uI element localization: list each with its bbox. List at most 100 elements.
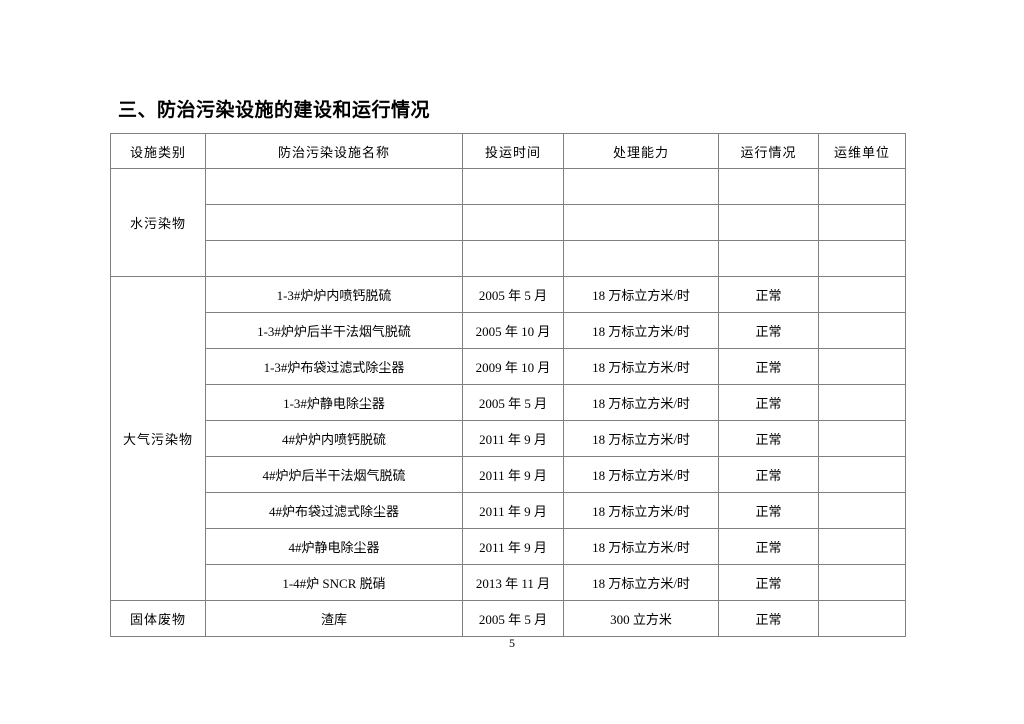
- cell-status: 正常: [718, 528, 819, 565]
- cell-unit: [818, 384, 906, 421]
- cell-name: 1-4#炉 SNCR 脱硝: [205, 564, 463, 601]
- cell-status: 正常: [718, 348, 819, 385]
- column-header-label: 投运时间: [484, 144, 541, 160]
- cell-unit: [818, 276, 906, 313]
- cell-status: [718, 240, 819, 277]
- cell-time: [462, 240, 564, 277]
- cell-status: [718, 168, 819, 205]
- cell-status: [718, 204, 819, 241]
- cell-capacity: 18 万标立方米/时: [563, 528, 719, 565]
- cell-unit: [818, 312, 906, 349]
- cell-name: [205, 168, 463, 205]
- cell-status: 正常: [718, 420, 819, 457]
- cell-unit: [818, 420, 906, 457]
- cell-capacity: 18 万标立方米/时: [563, 384, 719, 421]
- cell-time: 2005 年 5 月: [462, 276, 564, 313]
- cell-time: 2005 年 5 月: [462, 600, 564, 637]
- column-header-status: 运行情况: [718, 133, 819, 169]
- table-row: 4#炉静电除尘器 2011 年 9 月 18 万标立方米/时 正常: [111, 528, 906, 565]
- cell-name: [205, 204, 463, 241]
- table-row: 水污染物: [110, 168, 906, 277]
- cell-name: 4#炉静电除尘器: [205, 528, 463, 565]
- cell-name: [205, 240, 463, 277]
- cell-capacity: 300 立方米: [563, 600, 719, 637]
- cell-status: 正常: [718, 312, 819, 349]
- table-row: 1-3#炉布袋过滤式除尘器 2009 年 10 月 18 万标立方米/时 正常: [111, 348, 906, 385]
- column-header-category: 设施类别: [110, 133, 206, 169]
- table-row: 4#炉炉后半干法烟气脱硫 2011 年 9 月 18 万标立方米/时 正常: [111, 456, 906, 493]
- cell-name: 1-3#炉布袋过滤式除尘器: [205, 348, 463, 385]
- page-title: 三、防治污染设施的建设和运行情况: [118, 100, 431, 121]
- cell-time: 2011 年 9 月: [462, 528, 564, 565]
- cell-time: [462, 204, 564, 241]
- cell-status: 正常: [718, 276, 819, 313]
- cell-capacity: 18 万标立方米/时: [563, 276, 719, 313]
- column-header-time: 投运时间: [462, 133, 564, 169]
- cell-capacity: 18 万标立方米/时: [563, 312, 719, 349]
- cell-capacity: 18 万标立方米/时: [563, 564, 719, 601]
- cell-capacity: [563, 240, 719, 277]
- table-row: 4#炉炉内喷钙脱硫 2011 年 9 月 18 万标立方米/时 正常: [111, 420, 906, 457]
- cell-unit: [818, 492, 906, 529]
- cell-time: 2011 年 9 月: [462, 420, 564, 457]
- table-row: [111, 240, 906, 277]
- column-header-label: 防治污染设施名称: [277, 144, 390, 160]
- cell-name: 渣库: [205, 600, 463, 637]
- cell-time: 2011 年 9 月: [462, 492, 564, 529]
- cell-unit: [818, 564, 906, 601]
- category-cell: 大气污染物: [110, 276, 206, 601]
- table-row: 1-3#炉炉后半干法烟气脱硫 2005 年 10 月 18 万标立方米/时 正常: [111, 312, 906, 349]
- cell-unit: [818, 528, 906, 565]
- cell-unit: [818, 600, 906, 637]
- cell-name: 4#炉布袋过滤式除尘器: [205, 492, 463, 529]
- cell-unit: [818, 348, 906, 385]
- cell-capacity: 18 万标立方米/时: [563, 348, 719, 385]
- cell-name: 1-3#炉静电除尘器: [205, 384, 463, 421]
- cell-time: 2009 年 10 月: [462, 348, 564, 385]
- cell-status: 正常: [718, 564, 819, 601]
- cell-capacity: [563, 204, 719, 241]
- table-row: 固体废物 渣库 2005 年 5 月 300 立方米 正常: [110, 600, 906, 637]
- cell-capacity: 18 万标立方米/时: [563, 492, 719, 529]
- cell-status: 正常: [718, 600, 819, 637]
- table-row: 4#炉布袋过滤式除尘器 2011 年 9 月 18 万标立方米/时 正常: [111, 492, 906, 529]
- cell-name: 4#炉炉内喷钙脱硫: [205, 420, 463, 457]
- column-header-label: 处理能力: [612, 144, 669, 160]
- cell-time: 2005 年 5 月: [462, 384, 564, 421]
- cell-time: [462, 168, 564, 205]
- table-header-row: 设施类别 防治污染设施名称 投运时间 处理能力 运行情况 运维单位: [110, 133, 906, 169]
- page-number: 5: [509, 636, 515, 650]
- cell-status: 正常: [718, 492, 819, 529]
- column-header-capacity: 处理能力: [563, 133, 719, 169]
- category-cell: 固体废物: [110, 600, 206, 637]
- cell-time: 2005 年 10 月: [462, 312, 564, 349]
- table-row: 大气污染物 1-3#炉炉内喷钙脱硫 2005 年 5 月 18 万标立方米/时 正常: [110, 276, 906, 601]
- column-header-unit: 运维单位: [818, 133, 906, 169]
- cell-unit: [818, 456, 906, 493]
- cell-capacity: 18 万标立方米/时: [563, 456, 719, 493]
- cell-unit: [818, 204, 906, 241]
- category-label: 水污染物: [129, 216, 186, 231]
- cell-status: 正常: [718, 456, 819, 493]
- cell-name: 4#炉炉后半干法烟气脱硫: [205, 456, 463, 493]
- table-row: 1-3#炉静电除尘器 2005 年 5 月 18 万标立方米/时 正常: [111, 384, 906, 421]
- category-label: 固体废物: [129, 612, 186, 627]
- table-row: 1-4#炉 SNCR 脱硝 2013 年 11 月 18 万标立方米/时 正常: [111, 564, 906, 601]
- table-row: [111, 204, 906, 241]
- column-header-label: 设施类别: [129, 144, 186, 160]
- pollution-control-facility-table: 设施类别 防治污染设施名称 投运时间 处理能力 运行情况 运维单位 水污染物 大气污染物 1-3…: [110, 133, 906, 637]
- column-header-label: 运行情况: [740, 144, 797, 160]
- cell-name: 1-3#炉炉后半干法烟气脱硫: [205, 312, 463, 349]
- category-cell: 水污染物: [110, 168, 206, 277]
- category-label: 大气污染物: [122, 432, 193, 447]
- cell-status: 正常: [718, 384, 819, 421]
- cell-capacity: 18 万标立方米/时: [563, 420, 719, 457]
- cell-time: 2011 年 9 月: [462, 456, 564, 493]
- cell-unit: [818, 240, 906, 277]
- column-header-label: 运维单位: [833, 144, 890, 160]
- cell-capacity: [563, 168, 719, 205]
- cell-unit: [818, 168, 906, 205]
- column-header-name: 防治污染设施名称: [205, 133, 463, 169]
- cell-time: 2013 年 11 月: [462, 564, 564, 601]
